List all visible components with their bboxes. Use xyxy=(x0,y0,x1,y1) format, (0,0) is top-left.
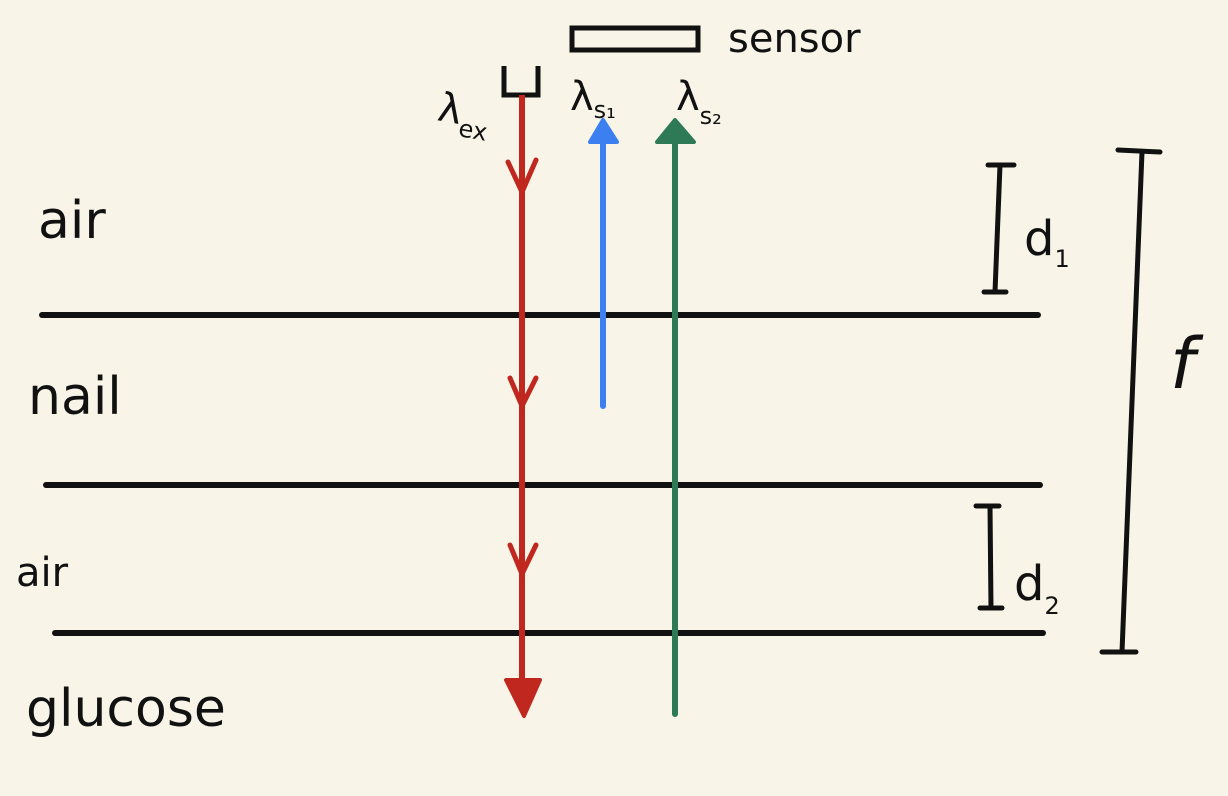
excitation-arrowhead-2 xyxy=(507,375,539,412)
dimension-f-label: f xyxy=(1170,323,1204,405)
dimension-d2-label: d2 xyxy=(1014,556,1060,620)
d2-subscript: 2 xyxy=(1044,592,1059,620)
lambda-ex-subscript: ex xyxy=(456,114,489,147)
d1-symbol: d xyxy=(1024,211,1054,267)
emission-2-arrowhead xyxy=(655,118,696,144)
layer-label-air-bottom: air xyxy=(16,550,69,596)
dimension-d1-bracket xyxy=(981,162,1017,295)
layer-label-nail: nail xyxy=(28,367,122,427)
excitation-arrowhead-1 xyxy=(505,157,539,199)
d1-subscript: 1 xyxy=(1054,245,1069,273)
light-source-icon xyxy=(501,66,541,98)
lambda-s2-subscript: s₂ xyxy=(700,102,722,130)
layer-label-air-top: air xyxy=(38,191,106,251)
dimension-f-bracket xyxy=(1099,147,1163,655)
sensor-label: sensor xyxy=(728,16,861,62)
excitation-arrowhead-3 xyxy=(507,542,539,581)
lambda-s2-symbol: λ xyxy=(676,74,700,120)
dimension-d1-label: d1 xyxy=(1024,211,1070,273)
lambda-s1-subscript: s₁ xyxy=(594,96,616,124)
sensor-box xyxy=(569,25,701,53)
label-lambda-ex: λex xyxy=(433,85,494,147)
label-lambda-s2: λs₂ xyxy=(676,74,722,130)
d2-symbol: d xyxy=(1014,556,1044,612)
emission-1-arrowhead xyxy=(588,118,619,144)
layer-label-glucose: glucose xyxy=(26,679,226,739)
dimension-d2-bracket xyxy=(973,503,1005,611)
excitation-arrowhead-end xyxy=(504,678,542,718)
label-lambda-s1: λs₁ xyxy=(570,74,616,124)
lambda-s1-symbol: λ xyxy=(570,74,594,120)
